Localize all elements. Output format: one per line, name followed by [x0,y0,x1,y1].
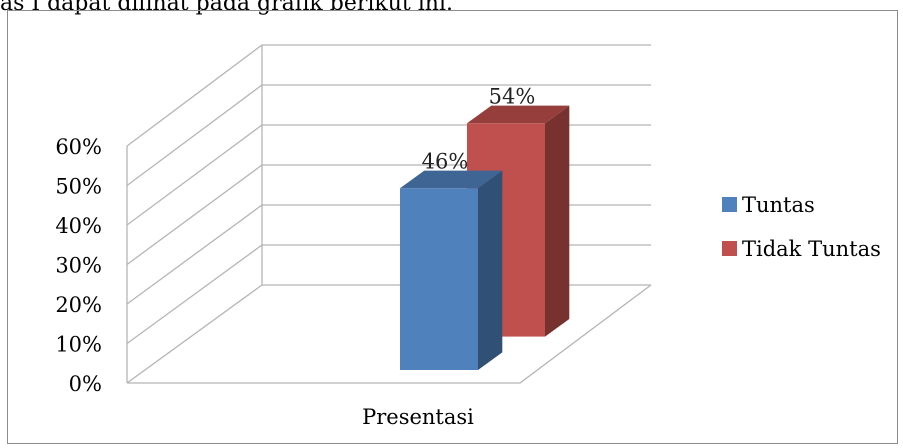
side-gridline [126,124,263,226]
y-tick-label: 20% [55,293,102,317]
y-tick-label: 60% [55,135,102,159]
side-gridline [126,84,263,187]
y-tick-label: 50% [55,175,102,199]
side-gridline [126,44,263,147]
bar-front-face [400,188,478,370]
bar-side-face [545,105,570,337]
data-label: 46% [422,150,469,174]
chart-walls [126,45,652,384]
legend-label: Tuntas [742,193,815,217]
y-axis-ticks: 0% 10% 20% 30% 40% 50% 60% [55,135,102,396]
legend-swatch [722,197,737,212]
y-tick-label: 10% [55,333,102,357]
legend-swatch [722,241,737,256]
chart-frame [7,10,898,444]
floor-edge [127,284,652,384]
side-gridline [126,164,263,266]
chart-bars [400,105,570,370]
side-gridline [126,244,263,345]
y-tick-label: 30% [55,254,102,278]
legend-item-tuntas: Tuntas [722,193,815,217]
preceding-text-line: as I dapat dilihat pada grafik berikut i… [0,0,453,16]
data-label: 54% [489,85,536,109]
side-gridline [126,284,263,384]
bar-tuntas [400,170,503,370]
legend-item-tidak-tuntas: Tidak Tuntas [722,237,881,261]
y-tick-label: 0% [69,372,102,396]
bar-top-face [467,105,570,124]
chart-gridlines [126,44,651,384]
side-gridline [126,204,263,305]
bar-top-face [400,170,503,189]
data-labels: 54% 46% [422,85,536,174]
x-axis-category-label: Presentasi [362,405,474,429]
chart-legend: Tuntas Tidak Tuntas [722,193,881,261]
legend-label: Tidak Tuntas [742,237,881,261]
y-tick-label: 40% [55,214,102,238]
bar-side-face [478,170,503,370]
